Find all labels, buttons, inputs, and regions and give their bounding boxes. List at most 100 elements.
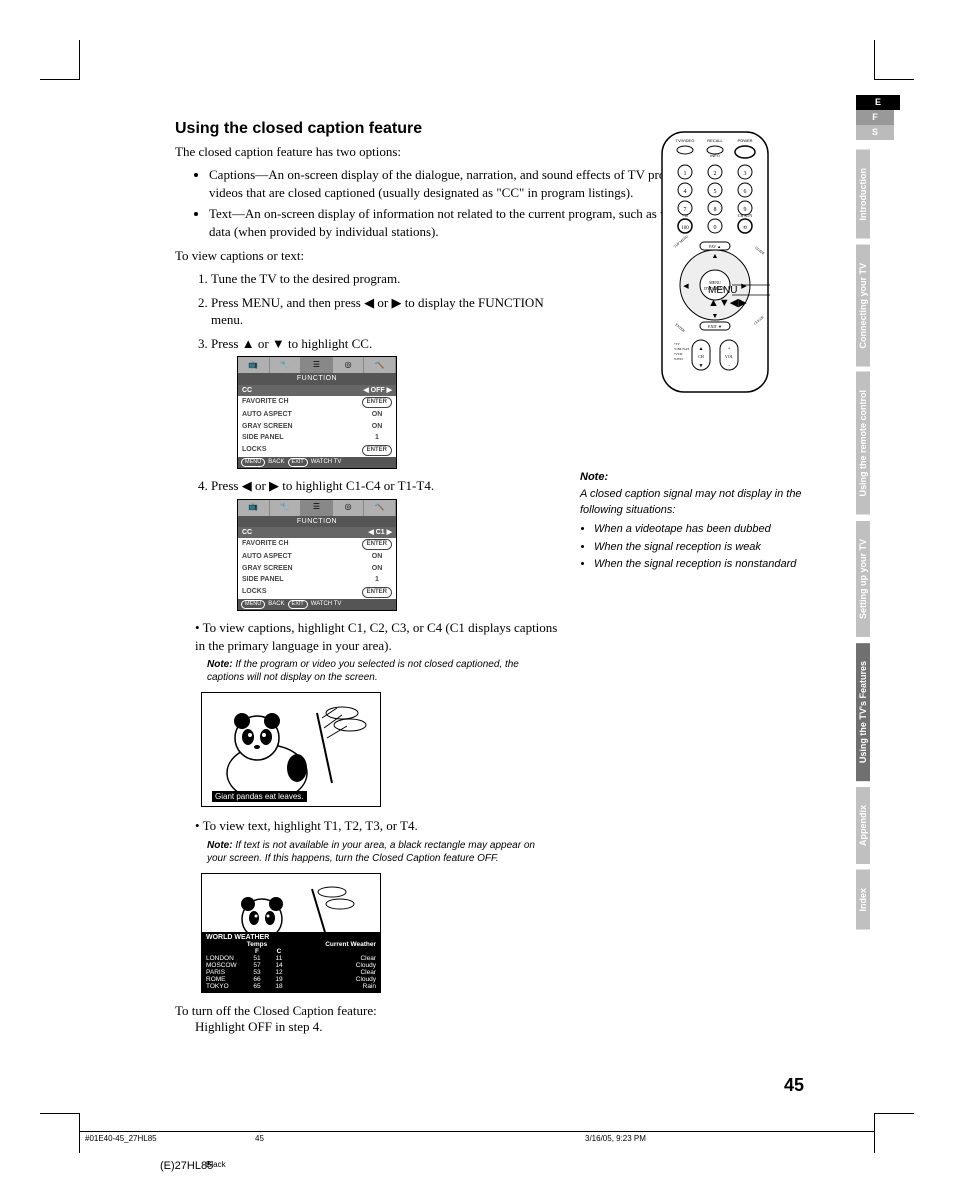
svg-text:5: 5 — [714, 189, 717, 195]
weather-city-2: PARIS — [206, 969, 246, 976]
weather-w-3: Cloudy — [290, 976, 376, 983]
panda-caption-text: Giant pandas eat leaves. — [212, 791, 307, 802]
step3-c: to highlight CC. — [285, 336, 372, 351]
steps-list: Tune the TV to the desired program. Pres… — [195, 270, 575, 611]
svg-text:RECALL: RECALL — [707, 138, 723, 143]
osd-row-side-2: SIDE PANEL 1 — [238, 574, 396, 585]
osd-tab-2b: 🔧 — [270, 500, 302, 516]
language-tabs: E F S — [856, 95, 894, 140]
osd-row-fav: FAVORITE CHENTER — [238, 396, 396, 409]
svg-text:TV/VIDEO: TV/VIDEO — [676, 138, 695, 143]
sub-bullet-captions: To view captions, highlight C1, C2, C3, … — [195, 619, 565, 654]
svg-text:3: 3 — [744, 171, 747, 177]
osd-tab-5b: 🔨 — [364, 500, 396, 516]
step-2: Press MENU, and then press ◀ or ▶ to dis… — [211, 294, 575, 329]
svg-text:+: + — [728, 347, 731, 352]
svg-text:VOL: VOL — [725, 354, 734, 359]
weather-city-0: LONDON — [206, 955, 246, 962]
step-4: Press ◀ or ▶ to highlight C1-C4 or T1-T4… — [211, 477, 575, 611]
osd-side-value-2: 1 — [362, 575, 392, 584]
osd-back-text-2: BACK — [268, 600, 284, 609]
osd-tabs: 📺 🔧 ☰ ◎ 🔨 — [238, 357, 396, 373]
side-tabs: E F S Introduction Connecting your TV Us… — [856, 95, 894, 935]
right-arrow-icon: ▶ — [391, 294, 401, 312]
osd-locks-label-2: LOCKS — [242, 587, 267, 598]
svg-text:6: 6 — [744, 189, 747, 195]
osd-tab-1b: 📺 — [238, 500, 270, 516]
svg-text:INFO: INFO — [710, 153, 720, 158]
osd-row-gray: GRAY SCREENON — [238, 421, 396, 432]
right-note-item-0: When a videotape has been dubbed — [594, 522, 820, 537]
osd-auto-value-2: ON — [362, 552, 392, 561]
crop-mark-bl — [40, 1113, 80, 1153]
osd-watch-text: WATCH TV — [311, 458, 342, 467]
lang-tab-e: E — [856, 95, 900, 110]
osd-row-locks: LOCKS ENTER — [238, 444, 396, 457]
svg-text:FAV ▲: FAV ▲ — [709, 244, 721, 249]
side-tab-remote: Using the remote control — [856, 372, 870, 515]
svg-text:CH RTN: CH RTN — [738, 213, 752, 218]
osd-row-gray-2: GRAY SCREENON — [238, 563, 396, 574]
osd-enter-button-2: ENTER — [362, 445, 392, 456]
crop-mark-tr — [874, 40, 914, 80]
osd-menu-2: 📺 🔧 ☰ ◎ 🔨 FUNCTION CC ◀ C1 ▶ FAVORITE CH… — [237, 499, 397, 612]
sub-bullet-text: To view text, highlight T1, T2, T3, or T… — [195, 817, 755, 835]
weather-c-2: 12 — [268, 969, 290, 976]
note-1: Note: If the program or video you select… — [207, 658, 547, 684]
right-column: TV/VIDEO RECALL INFO POWER 1 2 3 4 5 6 7… — [580, 130, 850, 574]
right-note-item-2: When the signal reception is nonstandard — [594, 557, 820, 572]
osd-row-auto: AUTO ASPECTON — [238, 409, 396, 420]
weather-city-1: MOSCOW — [206, 962, 246, 969]
step3-a: Press — [211, 336, 242, 351]
turnoff-step: Highlight OFF in step 4. — [195, 1019, 755, 1035]
svg-text:1: 1 — [684, 171, 687, 177]
osd-row-cc-2: CC ◀ C1 ▶ — [238, 527, 396, 538]
weather-c-3: 19 — [268, 976, 290, 983]
svg-text:▼: ▼ — [699, 364, 704, 369]
osd-row-cc: CC ◀ OFF ▶ — [238, 385, 396, 396]
right-note-list: When a videotape has been dubbed When th… — [594, 522, 820, 572]
osd-menu-btn-2: MENU — [241, 600, 265, 609]
weather-w-0: Clear — [290, 955, 376, 962]
side-tab-intro: Introduction — [856, 150, 870, 239]
turnoff-title: To turn off the Closed Caption feature: — [175, 1003, 755, 1019]
osd-gray-value-2: ON — [362, 564, 392, 573]
osd-tab-3: ☰ — [301, 357, 333, 373]
osd-side-label: SIDE PANEL — [242, 433, 284, 442]
weather-current-header: Current Weather — [290, 941, 376, 948]
osd-auto-label-2: AUTO ASPECT — [242, 552, 292, 561]
weather-f-header: F — [246, 948, 268, 955]
right-note-item-1: When the signal reception is weak — [594, 540, 820, 555]
osd-enter-button-4: ENTER — [362, 587, 392, 598]
osd-menu-1: 📺 🔧 ☰ ◎ 🔨 FUNCTION CC ◀ OFF ▶ FAVORITE C… — [237, 356, 397, 469]
osd-right-arrow-icon: ▶ — [387, 386, 392, 395]
svg-text:▼: ▼ — [712, 312, 719, 320]
osd-side-label-2: SIDE PANEL — [242, 575, 284, 584]
footer-mid: 45 — [255, 1134, 264, 1143]
weather-f-2: 53 — [246, 969, 268, 976]
osd-cc-label-2: CC — [242, 528, 252, 537]
note1-label: Note: — [207, 659, 233, 670]
footer-right: 3/16/05, 9:23 PM — [585, 1134, 646, 1143]
osd-tab-4: ◎ — [333, 357, 365, 373]
right-note-section: Note: A closed caption signal may not di… — [580, 470, 820, 572]
lang-tab-f: F — [856, 110, 894, 125]
osd-gray-value: ON — [362, 422, 392, 431]
panda-caption-example: Giant pandas eat leaves. — [201, 692, 381, 807]
osd-locks-label: LOCKS — [242, 445, 267, 456]
side-tab-setup: Setting up your TV — [856, 521, 870, 637]
step3-b: or — [255, 336, 272, 351]
black-label: Black — [206, 1160, 226, 1169]
footer-left: #01E40-45_27HL85 — [85, 1134, 157, 1143]
lang-tab-s: S — [856, 125, 894, 140]
panda-illustration-icon — [202, 693, 381, 807]
weather-w-4: Rain — [290, 983, 376, 990]
step-1: Tune the TV to the desired program. — [211, 270, 575, 288]
osd-function-label-2: FUNCTION — [238, 516, 396, 527]
note2-label: Note: — [207, 840, 233, 851]
side-tab-features: Using the TV's Features — [856, 643, 870, 781]
left-arrow-icon: ◀ — [364, 294, 374, 312]
step2-a: Press MENU, and then press — [211, 295, 364, 310]
osd-footer-2: MENUBACK EXITWATCH TV — [238, 599, 396, 610]
right-note-header: Note: — [580, 470, 820, 485]
